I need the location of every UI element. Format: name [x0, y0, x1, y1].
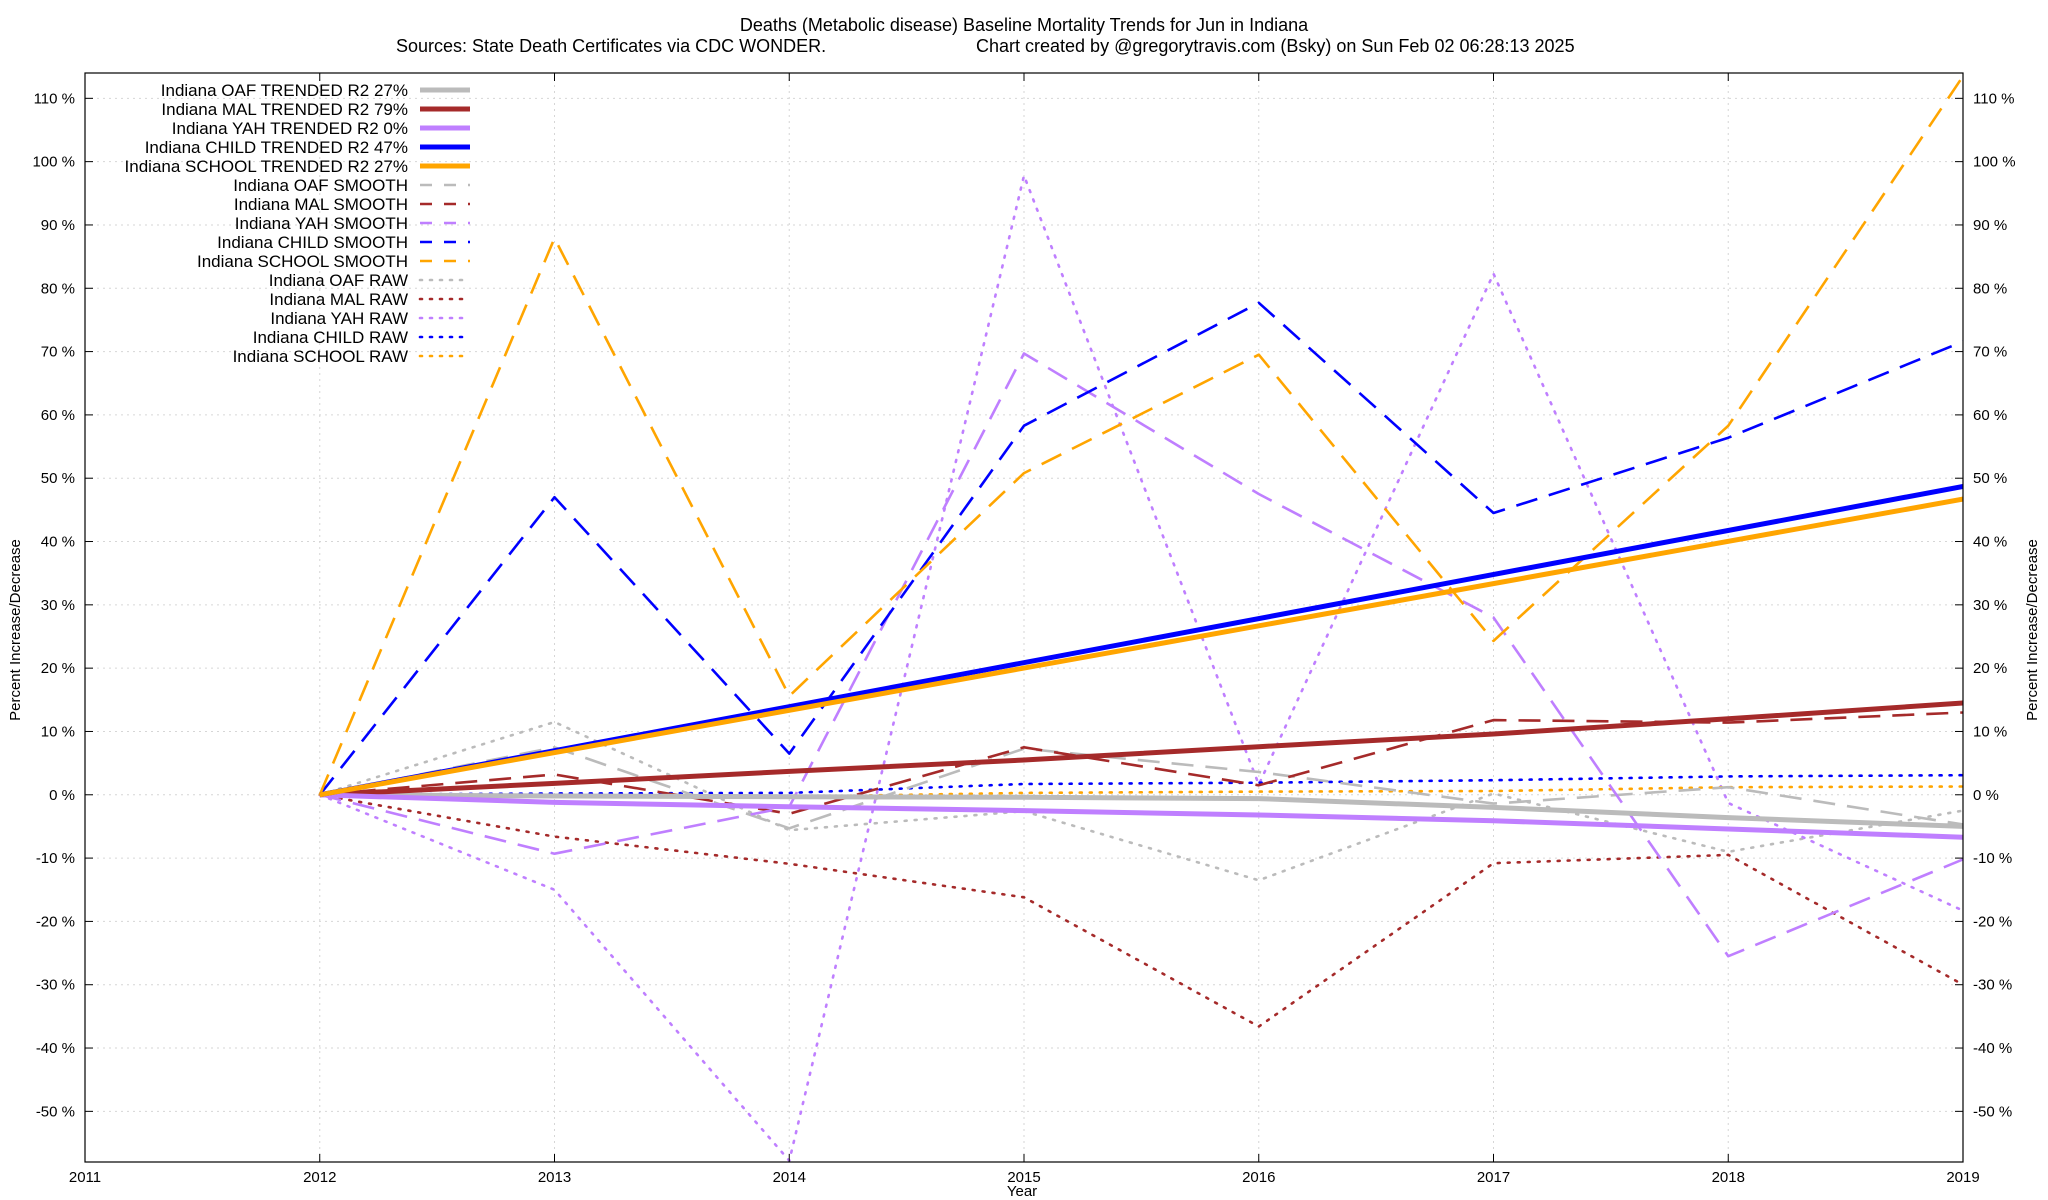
x-axis-label: Year	[1007, 1183, 1037, 1200]
y-tick-label-right: 60 %	[1973, 407, 2007, 424]
legend-label: Indiana YAH RAW	[270, 309, 408, 328]
y-tick-label-right: 50 %	[1973, 470, 2007, 487]
x-tick-label: 2018	[1712, 1169, 1745, 1186]
x-tick-label: 2013	[538, 1169, 571, 1186]
y-tick-label-left: 70 %	[41, 344, 75, 361]
y-tick-label-right: 20 %	[1973, 660, 2007, 677]
y-tick-label-right: -30 %	[1973, 977, 2012, 994]
x-tick-label: 2011	[69, 1169, 101, 1186]
y-tick-label-left: -10 %	[36, 850, 75, 867]
legend-label: Indiana OAF SMOOTH	[233, 176, 408, 195]
y-tick-label-left: -20 %	[36, 913, 75, 930]
y-tick-label-right: 80 %	[1973, 280, 2007, 297]
y-tick-label-right: 10 %	[1973, 723, 2007, 740]
series-line-child-dotted	[318, 773, 1963, 797]
series-line-school-dashed	[318, 75, 1963, 796]
series-line-mal-solid	[319, 700, 1963, 798]
axis-ticks: 2011 2012 2013 2014 2015 2016 2017 2018 2019 -50 …	[32, 73, 2016, 1186]
y-tick-label-left: 80 %	[41, 280, 75, 297]
y-tick-label-right: -20 %	[1973, 913, 2012, 930]
legend: Indiana OAF TRENDED R2 27%Indiana MAL TR…	[125, 81, 472, 366]
y-tick-label-right: 40 %	[1973, 534, 2007, 551]
legend-label: Indiana CHILD TRENDED R2 47%	[145, 138, 408, 157]
y-tick-label-left: 100 %	[32, 154, 75, 171]
y-tick-label-right: -40 %	[1973, 1040, 2012, 1057]
y-tick-label-left: -40 %	[36, 1040, 75, 1057]
legend-label: Indiana MAL SMOOTH	[234, 195, 408, 214]
y-tick-label-left: 110 %	[34, 90, 75, 107]
legend-label: Indiana MAL TRENDED R2 79%	[161, 100, 408, 119]
y-tick-label-right: -50 %	[1973, 1103, 2012, 1120]
y-tick-label-left: 50 %	[41, 470, 75, 487]
y-tick-label-right: 70 %	[1973, 344, 2007, 361]
legend-label: Indiana OAF RAW	[269, 271, 408, 290]
legend-label: Indiana YAH TRENDED R2 0%	[172, 119, 408, 138]
series-line-oaf-solid	[319, 792, 1963, 829]
legend-label: Indiana CHILD RAW	[253, 328, 408, 347]
x-tick-label: 2016	[1242, 1169, 1275, 1186]
y-tick-label-left: 40 %	[41, 534, 75, 551]
series-line-school-solid	[319, 496, 1963, 798]
legend-label: Indiana SCHOOL SMOOTH	[197, 252, 408, 271]
y-axis-label-left: Percent Increase/Decrease	[7, 539, 24, 721]
series-line-oaf-dotted	[318, 720, 1963, 882]
series-line-yah-dotted	[318, 174, 1963, 1162]
series-lines	[318, 75, 1963, 1162]
y-tick-label-left: -50 %	[36, 1103, 75, 1120]
legend-label: Indiana SCHOOL RAW	[233, 347, 408, 366]
legend-label: Indiana SCHOOL TRENDED R2 27%	[125, 157, 408, 176]
x-tick-label: 2012	[303, 1169, 336, 1186]
series-line-yah-dashed	[319, 352, 1963, 958]
legend-label: Indiana YAH SMOOTH	[235, 214, 408, 233]
legend-label: Indiana MAL RAW	[269, 290, 408, 309]
legend-label: Indiana CHILD SMOOTH	[217, 233, 408, 252]
y-tick-label-left: 60 %	[41, 407, 75, 424]
x-tick-label: 2015	[1007, 1169, 1040, 1186]
x-tick-label: 2014	[773, 1169, 806, 1186]
x-tick-label: 2019	[1946, 1169, 1979, 1186]
series-line-mal-dotted	[318, 793, 1963, 1028]
y-tick-label-left: -30 %	[36, 977, 75, 994]
y-tick-label-right: 90 %	[1973, 217, 2007, 234]
series-line-school-dotted	[318, 785, 1963, 799]
y-tick-label-left: 20 %	[41, 660, 75, 677]
series-line-oaf-dashed	[319, 745, 1963, 830]
y-tick-label-left: 0 %	[49, 787, 75, 804]
chart-sources: Sources: State Death Certificates via CD…	[396, 36, 826, 56]
y-tick-label-right: 0 %	[1973, 787, 1999, 804]
chart-title: Deaths (Metabolic disease) Baseline Mort…	[740, 15, 1309, 35]
series-line-child-dashed	[318, 301, 1963, 796]
y-tick-label-right: -10 %	[1973, 850, 2012, 867]
y-tick-label-left: 30 %	[41, 597, 75, 614]
legend-label: Indiana OAF TRENDED R2 27%	[161, 81, 408, 100]
y-tick-label-left: 10 %	[41, 723, 75, 740]
y-tick-label-right: 30 %	[1973, 597, 2007, 614]
x-tick-label: 2017	[1477, 1169, 1510, 1186]
y-axis-label-right: Percent Increase/Decrease	[2024, 539, 2041, 721]
y-tick-label-right: 100 %	[1973, 154, 2016, 171]
series-line-yah-solid	[319, 792, 1963, 840]
chart-credit: Chart created by @gregorytravis.com (Bsk…	[976, 36, 1575, 56]
y-tick-label-right: 110 %	[1973, 90, 2014, 107]
y-tick-label-left: 90 %	[41, 217, 75, 234]
